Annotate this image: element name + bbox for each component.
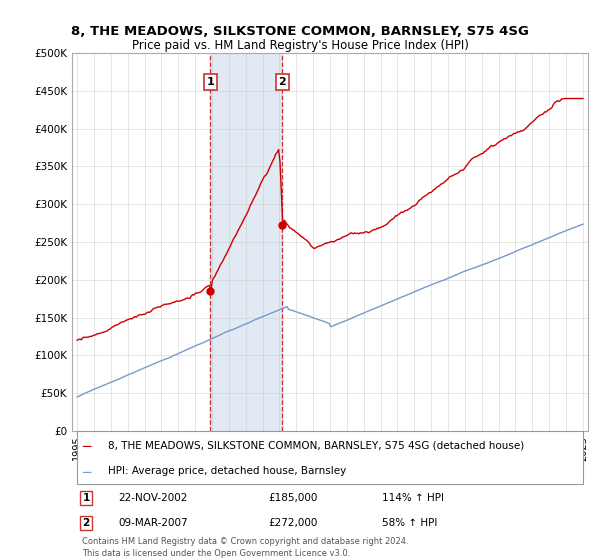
Text: 58% ↑ HPI: 58% ↑ HPI bbox=[382, 518, 437, 528]
Text: HPI: Average price, detached house, Barnsley: HPI: Average price, detached house, Barn… bbox=[108, 466, 346, 476]
Text: ─: ─ bbox=[82, 440, 91, 454]
Text: ─: ─ bbox=[82, 466, 91, 480]
Text: 8, THE MEADOWS, SILKSTONE COMMON, BARNSLEY, S75 4SG: 8, THE MEADOWS, SILKSTONE COMMON, BARNSL… bbox=[71, 25, 529, 38]
Text: £272,000: £272,000 bbox=[268, 518, 317, 528]
Text: £185,000: £185,000 bbox=[268, 493, 317, 503]
Text: 8, THE MEADOWS, SILKSTONE COMMON, BARNSLEY, S75 4SG (detached house): 8, THE MEADOWS, SILKSTONE COMMON, BARNSL… bbox=[108, 440, 524, 450]
Text: 09-MAR-2007: 09-MAR-2007 bbox=[118, 518, 188, 528]
Text: 2: 2 bbox=[82, 518, 89, 528]
Text: 1: 1 bbox=[82, 493, 89, 503]
Text: This data is licensed under the Open Government Licence v3.0.: This data is licensed under the Open Gov… bbox=[82, 549, 350, 558]
FancyBboxPatch shape bbox=[77, 431, 583, 484]
Text: 114% ↑ HPI: 114% ↑ HPI bbox=[382, 493, 443, 503]
Text: Contains HM Land Registry data © Crown copyright and database right 2024.: Contains HM Land Registry data © Crown c… bbox=[82, 537, 409, 546]
Text: 22-NOV-2002: 22-NOV-2002 bbox=[118, 493, 188, 503]
Text: 1: 1 bbox=[206, 77, 214, 87]
Text: Price paid vs. HM Land Registry's House Price Index (HPI): Price paid vs. HM Land Registry's House … bbox=[131, 39, 469, 52]
Bar bbox=[210, 53, 283, 431]
Text: 2: 2 bbox=[278, 77, 286, 87]
